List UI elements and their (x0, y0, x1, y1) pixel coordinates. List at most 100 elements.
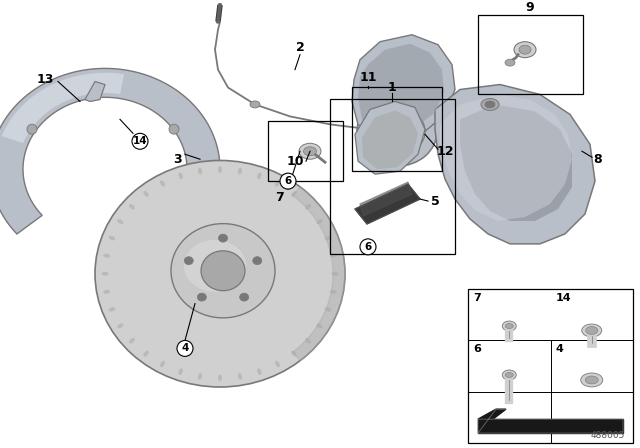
Ellipse shape (369, 107, 425, 156)
Ellipse shape (586, 327, 598, 335)
Ellipse shape (582, 324, 602, 337)
Ellipse shape (316, 323, 323, 328)
Ellipse shape (514, 42, 536, 58)
Text: 14: 14 (132, 136, 147, 146)
Ellipse shape (238, 168, 242, 175)
Ellipse shape (238, 373, 242, 380)
Ellipse shape (160, 180, 165, 187)
Ellipse shape (253, 257, 262, 265)
Ellipse shape (129, 204, 135, 210)
Ellipse shape (250, 101, 260, 108)
Circle shape (360, 239, 376, 255)
Polygon shape (0, 69, 220, 260)
Ellipse shape (184, 257, 193, 265)
Ellipse shape (502, 321, 516, 331)
Polygon shape (362, 110, 418, 169)
Ellipse shape (239, 293, 249, 301)
Ellipse shape (585, 376, 598, 384)
Ellipse shape (291, 191, 297, 197)
Ellipse shape (324, 307, 332, 312)
Text: 6: 6 (364, 242, 372, 252)
Ellipse shape (505, 59, 515, 66)
Ellipse shape (103, 290, 110, 294)
Polygon shape (85, 82, 105, 101)
Polygon shape (360, 182, 412, 216)
Ellipse shape (218, 375, 222, 381)
Ellipse shape (143, 351, 149, 357)
Polygon shape (292, 187, 345, 361)
Text: 7: 7 (276, 190, 284, 203)
Ellipse shape (303, 147, 317, 156)
Ellipse shape (109, 307, 115, 312)
Ellipse shape (109, 236, 115, 240)
Text: 14: 14 (556, 293, 571, 302)
Ellipse shape (95, 160, 345, 387)
Ellipse shape (197, 293, 206, 301)
Text: 4: 4 (556, 344, 563, 354)
Circle shape (27, 124, 37, 134)
Polygon shape (355, 101, 425, 174)
Ellipse shape (117, 323, 124, 328)
Text: 1: 1 (388, 81, 396, 94)
Circle shape (177, 340, 193, 357)
Ellipse shape (519, 45, 531, 54)
Circle shape (132, 134, 148, 149)
Polygon shape (460, 104, 572, 221)
Ellipse shape (485, 101, 495, 108)
Ellipse shape (102, 272, 109, 276)
Text: 2: 2 (296, 41, 305, 54)
Text: 6: 6 (284, 176, 292, 186)
Ellipse shape (218, 166, 222, 173)
Polygon shape (478, 419, 623, 433)
Polygon shape (435, 85, 595, 244)
Polygon shape (2, 73, 124, 143)
Ellipse shape (257, 368, 262, 375)
Polygon shape (352, 35, 455, 139)
Ellipse shape (291, 351, 297, 357)
Text: 5: 5 (431, 194, 440, 207)
Ellipse shape (330, 254, 337, 258)
Ellipse shape (198, 168, 202, 175)
Text: 11: 11 (359, 71, 377, 84)
Text: 12: 12 (436, 145, 454, 158)
Ellipse shape (324, 236, 332, 240)
Ellipse shape (201, 251, 245, 291)
Ellipse shape (481, 99, 499, 110)
Ellipse shape (179, 172, 183, 179)
Text: 4: 4 (181, 344, 189, 353)
Text: 8: 8 (594, 153, 602, 166)
Polygon shape (478, 409, 506, 419)
Circle shape (280, 173, 296, 189)
Ellipse shape (257, 172, 262, 179)
Ellipse shape (275, 361, 280, 367)
Text: 10: 10 (286, 155, 304, 168)
Ellipse shape (129, 338, 135, 344)
Ellipse shape (502, 370, 516, 380)
Ellipse shape (505, 323, 513, 328)
Ellipse shape (143, 191, 149, 197)
Ellipse shape (275, 180, 280, 187)
Text: 6: 6 (473, 344, 481, 354)
Circle shape (169, 124, 179, 134)
Ellipse shape (357, 96, 437, 166)
Text: 9: 9 (525, 1, 534, 14)
Polygon shape (358, 44, 444, 134)
Ellipse shape (103, 254, 110, 258)
Ellipse shape (171, 224, 275, 318)
Ellipse shape (218, 234, 227, 242)
Ellipse shape (117, 219, 124, 224)
Polygon shape (440, 95, 572, 221)
Ellipse shape (305, 338, 311, 344)
Ellipse shape (160, 361, 165, 367)
Ellipse shape (316, 219, 323, 224)
Ellipse shape (330, 290, 337, 294)
Ellipse shape (332, 272, 339, 276)
Text: 7: 7 (473, 293, 481, 302)
Text: 13: 13 (36, 73, 54, 86)
Text: 3: 3 (173, 153, 182, 166)
Ellipse shape (184, 240, 246, 292)
Ellipse shape (179, 368, 183, 375)
Polygon shape (355, 184, 420, 224)
Text: 488005: 488005 (591, 431, 625, 440)
Ellipse shape (305, 204, 311, 210)
